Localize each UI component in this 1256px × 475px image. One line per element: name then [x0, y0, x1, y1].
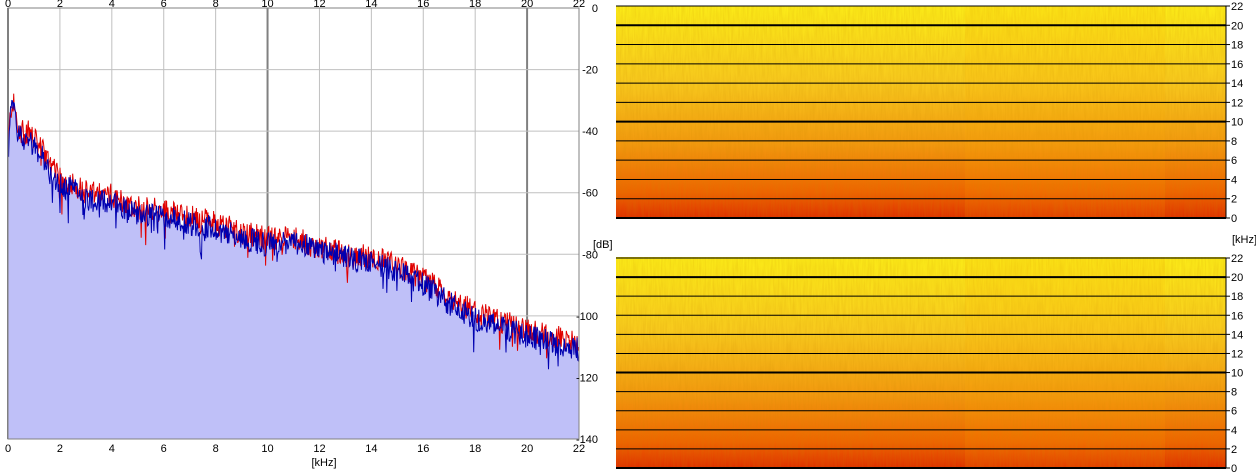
x-tick-label: 12	[313, 0, 325, 10]
plot-frame	[7, 7, 580, 440]
spectrogram-bottom: 0 2 4 6 8 10 12 14 16 18 20 22	[616, 253, 1243, 475]
x-tick-label: 12	[313, 443, 325, 455]
x-tick-label: 6	[161, 443, 167, 455]
spectrogram-tick-label: 22	[1231, 253, 1243, 265]
y-tick-label: -40	[582, 126, 598, 138]
x-tick-label: 4	[109, 443, 115, 455]
y-tick-label: -120	[576, 372, 598, 384]
spectrogram-tick-label: 16	[1231, 310, 1243, 322]
spectrogram-tick-label: 18	[1231, 291, 1243, 303]
spectrogram-bottom-grid	[616, 257, 1230, 469]
x-tick-label: 14	[365, 0, 377, 10]
y-axis-label: [dB]	[593, 239, 613, 251]
spectrogram-tick-label: 0	[1231, 213, 1237, 225]
spectrogram-tick-label: 12	[1231, 348, 1243, 360]
x-tick-label: 0	[5, 0, 11, 10]
y-tick-label: 0	[592, 3, 598, 15]
spectrogram-tick-label: 6	[1231, 406, 1237, 418]
spectrogram-tick-label: 4	[1231, 174, 1237, 186]
x-tick-label: 18	[469, 443, 481, 455]
y-tick-label: -100	[576, 311, 598, 323]
x-tick-label: 14	[365, 443, 377, 455]
x-tick-label: 2	[57, 443, 63, 455]
spectrogram-top-tick-labels: 0 2 4 6 8 10 12 14 16 18 20 22	[1231, 1, 1243, 225]
series-line-2	[7, 99, 580, 370]
y-tick-label: -140	[576, 434, 598, 446]
spectrogram-bottom-texture	[616, 257, 1226, 468]
x-tick-label: 4	[109, 0, 115, 10]
spectrogram-tick-label: 14	[1231, 78, 1243, 90]
spectrogram-tick-label: 20	[1231, 20, 1243, 32]
x-tick-label: 16	[417, 443, 429, 455]
spectrogram-tick-label: 10	[1231, 117, 1243, 129]
spectrogram-tick-label: 18	[1231, 40, 1243, 52]
spectrogram-bottom-tick-labels: 0 2 4 6 8 10 12 14 16 18 20 22	[1231, 253, 1243, 475]
spectrogram-tick-label: 2	[1231, 444, 1237, 456]
frequency-response-plot: 0 2 4 6 8 10 12 14 16 18 20 22 0 2 4 6 8 10 12 14 16 18 20 22 …	[5, 0, 613, 469]
spectrogram-top-texture	[616, 6, 1226, 218]
spectrogram-tick-label: 10	[1231, 368, 1243, 380]
spectrogram-tick-label: 6	[1231, 155, 1237, 167]
x-tick-label: 8	[213, 0, 219, 10]
spectrum-area	[8, 100, 579, 439]
y-tick-label: -20	[582, 65, 598, 77]
spectrum-series	[7, 93, 580, 370]
x-tick-labels-bottom: 0 2 4 6 8 10 12 14 16 18 20 22	[5, 443, 585, 455]
spectrogram-axis-label: [kHz]	[1232, 234, 1256, 246]
spectrogram-tick-label: 8	[1231, 387, 1237, 399]
x-tick-label: 20	[521, 443, 533, 455]
x-axis-label: [kHz]	[311, 457, 336, 469]
spectrogram-top-grid	[616, 5, 1230, 219]
spectrogram-top: 0 2 4 6 8 10 12 14 16 18 20 22	[616, 1, 1243, 225]
spectrogram-tick-label: 22	[1231, 1, 1243, 13]
x-tick-label: 18	[469, 0, 481, 10]
y-tick-labels: 0 -20 -40 -60 -80 -100 -120 -140	[576, 3, 598, 446]
spectrogram-bottom-band	[965, 257, 1165, 468]
spectrogram-tick-label: 14	[1231, 329, 1243, 341]
y-tick-label: -80	[582, 249, 598, 261]
spectrogram-tick-label: 0	[1231, 463, 1237, 475]
spectrogram-tick-label: 4	[1231, 425, 1237, 437]
spectrogram-tick-label: 8	[1231, 136, 1237, 148]
x-tick-labels-top: 0 2 4 6 8 10 12 14 16 18 20 22	[5, 0, 585, 10]
x-tick-label: 0	[5, 443, 11, 455]
x-tick-label: 10	[261, 443, 273, 455]
x-tick-label: 22	[573, 0, 585, 10]
spectrogram-tick-label: 16	[1231, 59, 1243, 71]
x-tick-label: 20	[521, 0, 533, 10]
spectrogram-tick-label: 20	[1231, 272, 1243, 284]
x-tick-label: 22	[573, 443, 585, 455]
spectrum-fill	[8, 100, 579, 439]
x-tick-label: 6	[161, 0, 167, 10]
x-tick-label: 2	[57, 0, 63, 10]
x-tick-label: 8	[213, 443, 219, 455]
y-tick-label: -60	[582, 188, 598, 200]
x-tick-label: 16	[417, 0, 429, 10]
spectrogram-tick-label: 12	[1231, 97, 1243, 109]
spectrogram-tick-label: 2	[1231, 194, 1237, 206]
x-tick-label: 10	[261, 0, 273, 10]
spectrogram-top-band	[965, 6, 1165, 218]
